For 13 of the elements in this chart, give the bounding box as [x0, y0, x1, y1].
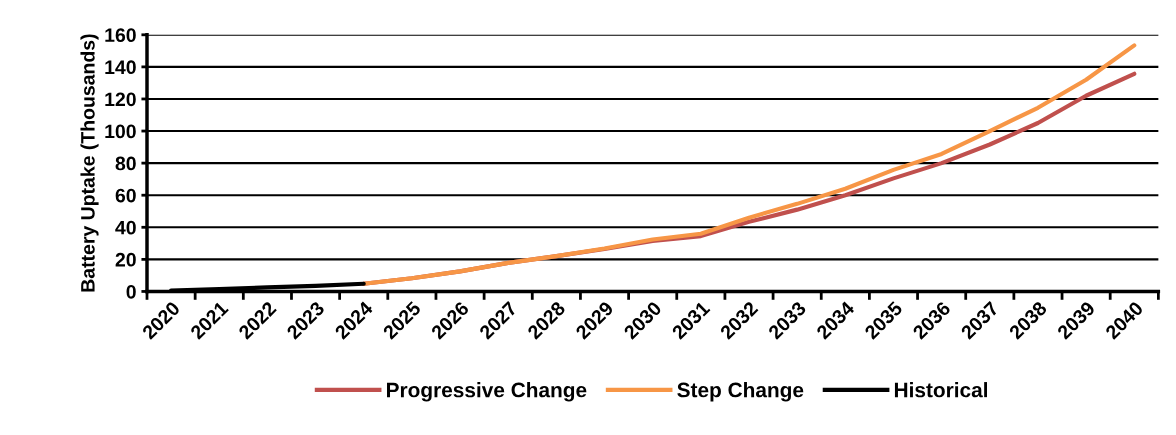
- y-axis-title: Battery Uptake (Thousands): [80, 34, 99, 292]
- legend-label: Historical: [894, 382, 988, 398]
- y-tick-label: 120: [105, 92, 136, 107]
- y-tick-label: 20: [115, 252, 136, 267]
- y-tick-label: 60: [115, 188, 136, 203]
- y-tick-label: 40: [115, 220, 136, 235]
- y-tick-label: 160: [105, 28, 136, 43]
- y-tick-label: 100: [105, 124, 136, 139]
- y-tick-label: 140: [105, 60, 136, 75]
- y-tick-label: 0: [126, 284, 136, 299]
- legend-label: Step Change: [677, 382, 804, 402]
- y-tick-label: 80: [115, 156, 136, 171]
- legend-label: Progressive Change: [387, 382, 587, 402]
